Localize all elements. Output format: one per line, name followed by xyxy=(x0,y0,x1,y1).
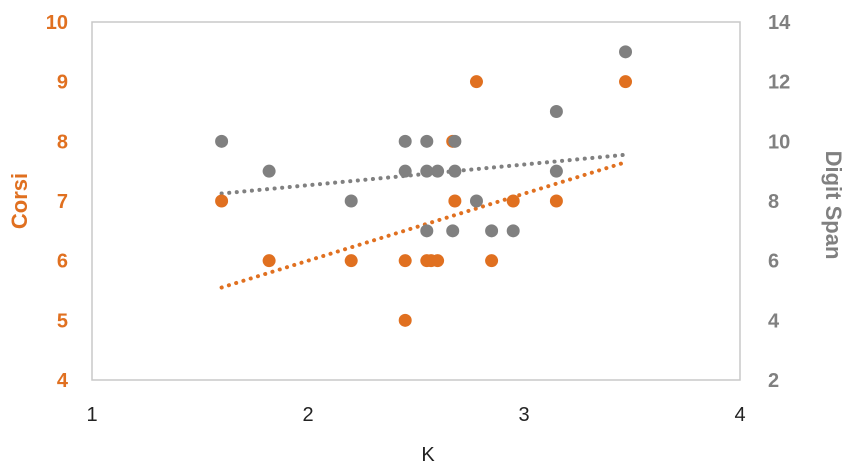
x-axis-tick-label: 3 xyxy=(518,404,529,426)
right-axis-tick-label: 8 xyxy=(768,191,779,213)
left-axis-tick-label: 4 xyxy=(57,370,69,392)
digit-span-data-point xyxy=(262,164,276,178)
right-axis-title: Digit Span xyxy=(821,151,846,260)
left-axis-tick-label: 10 xyxy=(46,12,68,34)
corsi-data-point xyxy=(215,194,229,208)
digit-span-data-point xyxy=(215,134,229,148)
digit-span-data-point xyxy=(398,134,412,148)
x-axis-title: K xyxy=(421,444,435,466)
left-axis-title: Corsi xyxy=(7,173,32,229)
left-axis-ticks: 4 5 6 7 8 9 10 xyxy=(46,12,69,392)
plot-area-border xyxy=(91,21,741,381)
right-axis-tick-label: 10 xyxy=(768,131,790,153)
x-axis-tick-label: 2 xyxy=(302,404,313,426)
digit-span-data-point xyxy=(398,164,412,178)
digit-span-data-point xyxy=(431,164,445,178)
corsi-data-point xyxy=(485,254,499,268)
digit-span-data-point xyxy=(448,164,462,178)
digit-span-data-point xyxy=(448,134,462,148)
corsi-data-point xyxy=(344,254,358,268)
digit-span-data-point xyxy=(549,164,563,178)
corsi-data-point xyxy=(431,254,445,268)
corsi-data-point xyxy=(262,254,276,268)
corsi-data-point xyxy=(549,194,563,208)
right-axis-tick-label: 12 xyxy=(768,72,790,94)
right-axis-ticks: 2 4 6 8 10 12 14 xyxy=(768,12,791,392)
corsi-data-point xyxy=(619,75,633,89)
digit-span-data-point xyxy=(485,224,499,238)
data-points xyxy=(215,45,633,327)
right-axis-tick-label: 14 xyxy=(768,12,791,34)
corsi-data-point xyxy=(448,194,462,208)
digit-span-data-point xyxy=(506,224,520,238)
corsi-data-point xyxy=(506,194,520,208)
corsi-trendline xyxy=(219,160,628,290)
corsi-data-point xyxy=(398,254,412,268)
digit-span-trendline xyxy=(219,152,628,196)
trendlines xyxy=(219,152,628,290)
right-axis-tick-label: 2 xyxy=(768,370,779,392)
digit-span-data-point xyxy=(420,164,434,178)
digit-span-data-point xyxy=(420,224,434,238)
x-axis-tick-label: 1 xyxy=(86,404,97,426)
right-axis-tick-label: 6 xyxy=(768,251,779,273)
left-axis-tick-label: 5 xyxy=(57,310,68,332)
left-axis-tick-label: 9 xyxy=(57,72,68,94)
x-axis-tick-label: 4 xyxy=(734,404,745,426)
left-axis-tick-label: 6 xyxy=(57,251,68,273)
x-axis-ticks: 1 2 3 4 xyxy=(86,404,745,426)
corsi-data-point xyxy=(398,313,412,327)
left-axis-tick-label: 8 xyxy=(57,131,68,153)
left-axis-tick-label: 7 xyxy=(57,191,68,213)
digit-span-data-point xyxy=(420,134,434,148)
digit-span-data-point xyxy=(446,224,460,238)
digit-span-data-point xyxy=(619,45,633,59)
digit-span-data-point xyxy=(344,194,358,208)
corsi-data-point xyxy=(469,75,483,89)
right-axis-tick-label: 4 xyxy=(768,310,780,332)
digit-span-data-point xyxy=(549,105,563,118)
digit-span-data-point xyxy=(469,194,483,208)
